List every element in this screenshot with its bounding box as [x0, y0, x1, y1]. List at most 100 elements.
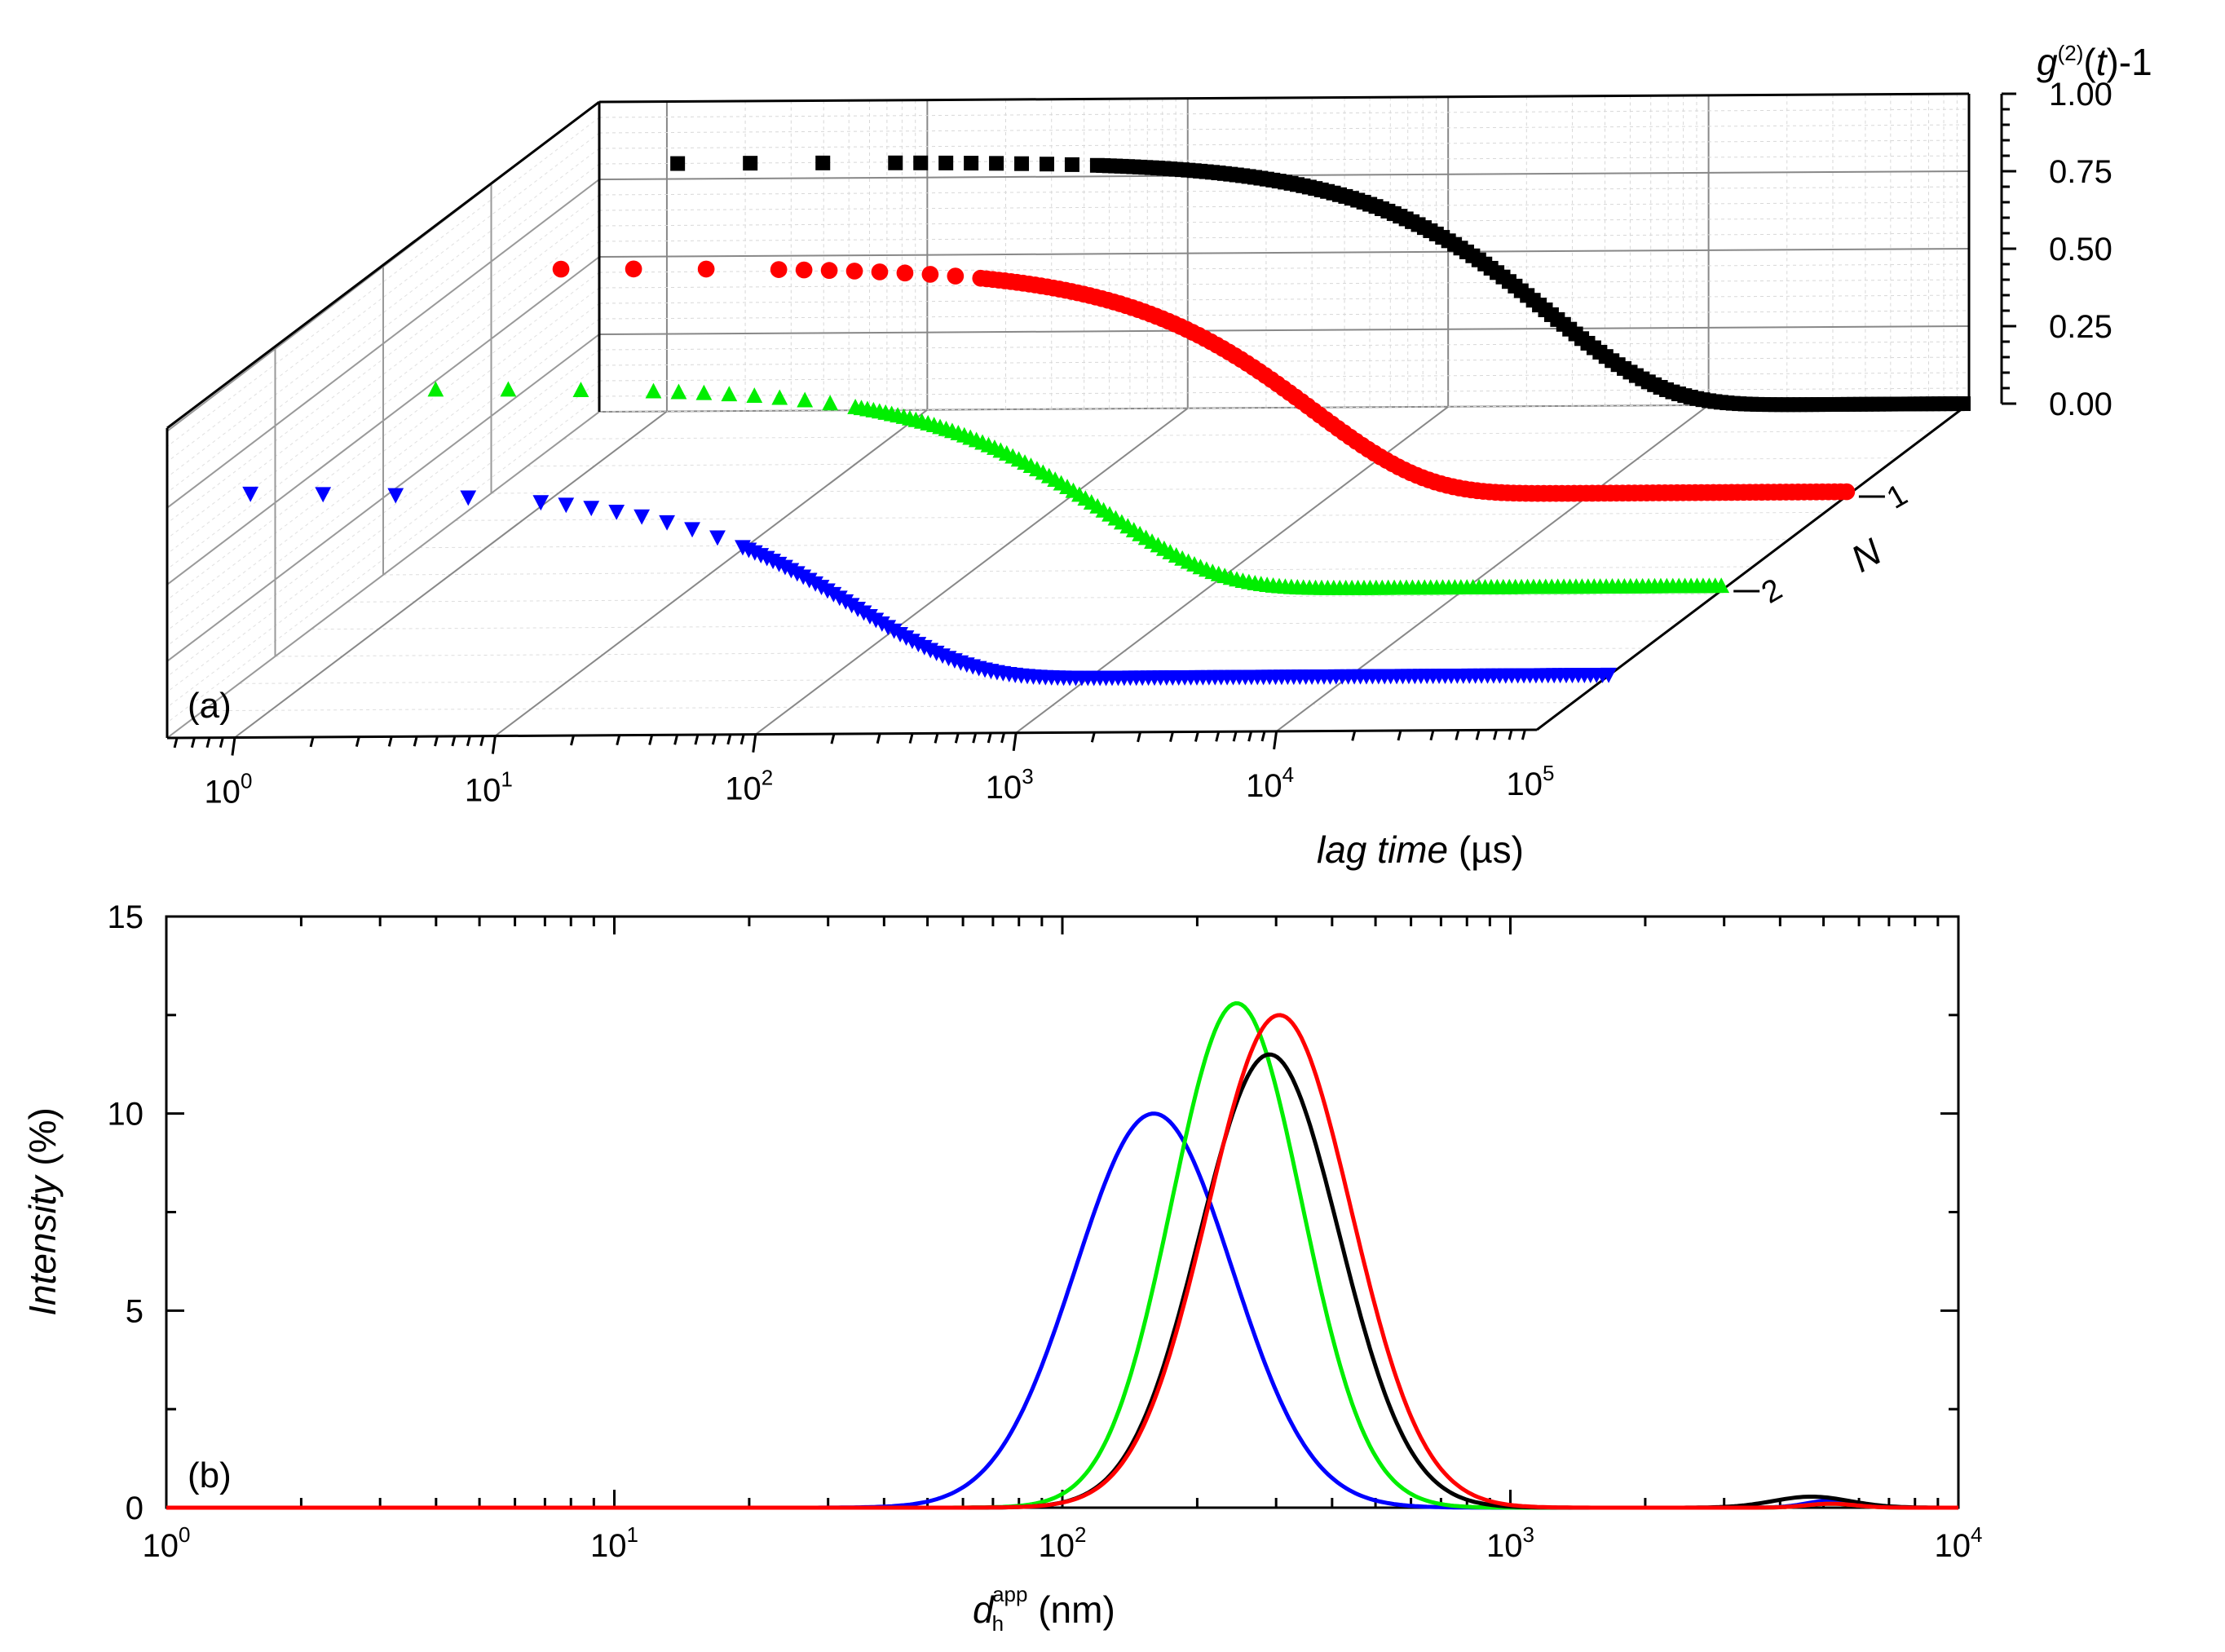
x-tick-major [231, 737, 236, 756]
x-tick-minor [1232, 731, 1238, 742]
data-point [921, 266, 939, 283]
x-tick-major [1273, 731, 1278, 750]
x-tick-minor [413, 735, 418, 747]
data-point [964, 156, 979, 171]
data-point [845, 263, 863, 280]
x-tick-label-a: 102 [725, 766, 773, 807]
z-tick-label: 0.25 [2049, 309, 2112, 345]
data-point [460, 490, 477, 506]
x-tick-minor [1521, 729, 1526, 740]
data-point [670, 156, 686, 171]
data-point [1039, 157, 1054, 172]
x-tick-minor [1260, 731, 1266, 742]
distribution-series [166, 1000, 1958, 1510]
back-grid-h [598, 201, 1970, 211]
x-tick-major [1012, 732, 1018, 752]
data-point [913, 155, 929, 170]
floor-grid-depth [494, 409, 928, 737]
x-tick-minor [972, 732, 978, 744]
left-grid-h [166, 303, 600, 631]
x-tick-minor [355, 736, 360, 747]
3d-box-frame [166, 92, 1971, 740]
z-axis-right: 0.00 0.25 0.50 0.75 1.00 [2000, 77, 2112, 422]
data-point [822, 395, 839, 411]
x-tick-minor [830, 733, 836, 744]
x-tick-label-a-exp: 2 [762, 766, 773, 790]
data-point [947, 267, 965, 285]
x-axis-b: 100 101 102 103 104 [143, 917, 1982, 1564]
z-tick-label: 0.50 [2049, 232, 2112, 267]
data-point [1713, 577, 1730, 594]
floor-grid-x [311, 621, 1681, 630]
left-grid-h [166, 225, 600, 554]
x-axis-title-a: lag time (µs) [1317, 828, 1524, 871]
x-tick-label-a: 101 [465, 767, 513, 809]
back-grid-h [598, 186, 1970, 196]
back-grid-h [598, 279, 1970, 289]
series-line-black [166, 1052, 1958, 1510]
depth-tick-label: 2 [1756, 572, 1788, 611]
panel-b-label: (b) [188, 1455, 232, 1495]
back-grid-h [598, 124, 1970, 134]
left-grid-h [166, 287, 600, 616]
x-tick-minor [1397, 730, 1402, 741]
panel-a-chart: 100 101 102 103 104 105 0.000.250.500.751.00 … [166, 41, 2152, 871]
x-tick-minor [1169, 731, 1174, 743]
x-tick-label-a-base: 10 [725, 771, 762, 807]
panel-a-label: (a) [188, 686, 232, 726]
data-point [1014, 156, 1030, 171]
y-tick-label-b: 5 [126, 1293, 143, 1329]
back-grid-h [598, 108, 1970, 118]
x-tick-label-a-exp: 4 [1282, 762, 1294, 787]
x-tick-minor [739, 734, 745, 745]
data-point [583, 501, 600, 517]
data-point [896, 264, 914, 282]
back-grid-h [598, 217, 1970, 227]
x-tick-label-a-base: 10 [1507, 766, 1543, 802]
data-point [645, 382, 662, 399]
floor-grid-x [203, 702, 1574, 712]
x-tick-label-a: 105 [1507, 761, 1555, 802]
back-grid-h [598, 155, 1970, 165]
x-tick-label-b-base: 10 [1935, 1528, 1971, 1564]
x-tick-minor [1493, 729, 1498, 740]
data-point [770, 261, 788, 278]
floor-grid-x [419, 539, 1790, 549]
series-N1 [670, 155, 1971, 413]
x-tick-minor [1090, 731, 1096, 743]
data-point [795, 261, 813, 279]
data-point [1064, 157, 1079, 172]
x-tick-minor [387, 735, 393, 747]
x-tick-minor [987, 732, 992, 744]
data-point [1955, 396, 1971, 412]
data-point [797, 391, 814, 408]
floor-grid-x [347, 593, 1717, 603]
data-point [500, 381, 517, 397]
data-point [743, 156, 758, 171]
x-tick-minor [694, 734, 700, 745]
data-point [989, 156, 1004, 171]
data-point [938, 155, 954, 170]
back-grid-h [598, 372, 1970, 382]
x-tick-label-a-exp: 0 [241, 769, 252, 793]
z-tick-label: 0.75 [2049, 154, 2112, 190]
x-tick-label-b: 102 [1039, 1522, 1087, 1564]
x-tick-minor [479, 735, 485, 747]
data-point [888, 155, 903, 170]
x-tick-label-a-exp: 5 [1543, 761, 1554, 785]
series-line-blue [166, 1111, 1958, 1510]
depth-tick-label: 1 [1881, 478, 1913, 516]
left-grid-h [166, 148, 600, 478]
back-grid-h [598, 356, 1970, 366]
left-grid-h [166, 395, 600, 723]
data-point [552, 260, 570, 278]
data-point [1838, 483, 1856, 501]
left-grid-h [166, 117, 600, 448]
x-tick-label-b-base: 10 [1486, 1528, 1523, 1564]
x-tick-minor [908, 733, 914, 744]
z-axis-title: g(2)(t)-1 [2037, 41, 2152, 83]
data-point [427, 381, 444, 397]
x-tick-label-b-exp: 0 [179, 1522, 190, 1547]
x-tick-label-b-base: 10 [1039, 1528, 1075, 1564]
